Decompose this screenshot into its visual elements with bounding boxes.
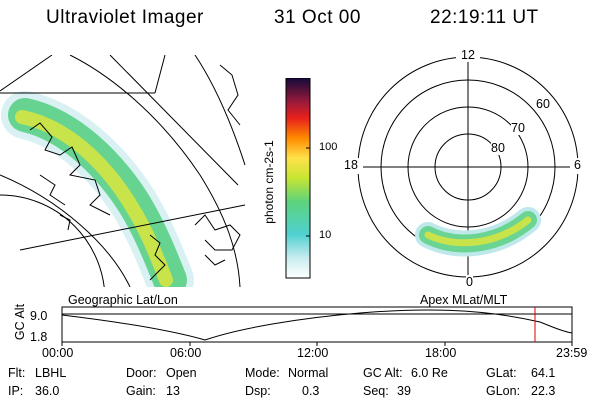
status-dsp-value: 0.3 bbox=[302, 384, 320, 398]
status-door-label: Door: bbox=[126, 366, 157, 380]
mlt-label-0: 0 bbox=[466, 275, 473, 289]
status-gain-label: Gain: bbox=[126, 384, 156, 398]
status-mode-label: Mode: bbox=[245, 366, 280, 380]
altitude-ymax: 9.0 bbox=[30, 309, 48, 323]
time-tick-2359: 23:59 bbox=[556, 346, 588, 360]
apex-panel-label: Apex MLat/MLT bbox=[420, 293, 508, 307]
status-ip-label: IP: bbox=[8, 384, 24, 398]
status-door-value: Open bbox=[166, 366, 197, 380]
altitude-axis-label: GC Alt bbox=[13, 303, 27, 341]
mlt-label-18: 18 bbox=[344, 158, 358, 172]
mlt-label-6: 6 bbox=[574, 158, 581, 172]
altitude-curve bbox=[61, 309, 573, 341]
time-label: 22:19:11 UT bbox=[430, 7, 539, 28]
time-tick-0000: 00:00 bbox=[42, 346, 74, 360]
status-gcalt-value: 6.0 Re bbox=[411, 366, 448, 380]
status-ip-value: 36.0 bbox=[35, 384, 60, 398]
status-seq-label: Seq: bbox=[363, 384, 389, 398]
colorbar-unit-label: photon cm-2s-1 bbox=[262, 140, 276, 224]
status-mode-value: Normal bbox=[288, 366, 329, 380]
polar-plot bbox=[341, 48, 584, 278]
status-dsp-label: Dsp: bbox=[245, 384, 271, 398]
colorbar bbox=[285, 78, 311, 279]
mlat-label-80: 80 bbox=[491, 141, 505, 155]
status-seq-value: 39 bbox=[397, 384, 411, 398]
status-gain-value: 13 bbox=[166, 384, 180, 398]
status-glon-label: GLon: bbox=[486, 384, 521, 398]
status-glon-value: 22.3 bbox=[531, 384, 556, 398]
coastlines bbox=[29, 64, 241, 281]
altitude-plot bbox=[61, 306, 573, 346]
colorbar-gradient bbox=[285, 78, 311, 279]
colorbar-tick-10: 10 bbox=[319, 229, 332, 241]
instrument-title: Ultraviolet Imager bbox=[46, 7, 204, 28]
status-gcalt-label: GC Alt: bbox=[363, 366, 403, 380]
time-tick-0600: 06:00 bbox=[170, 346, 202, 360]
time-tick-1200: 12:00 bbox=[297, 346, 329, 360]
colorbar-tick-100: 100 bbox=[319, 141, 338, 153]
status-filter-value: LBHL bbox=[35, 366, 67, 380]
mlat-label-70: 70 bbox=[511, 121, 525, 135]
altitude-ymin: 1.8 bbox=[30, 330, 48, 344]
status-filter-label: Flt: bbox=[8, 366, 26, 380]
geographic-panel-label: Geographic Lat/Lon bbox=[68, 293, 178, 307]
geographic-image-panel bbox=[0, 55, 246, 287]
time-tick-1800: 18:00 bbox=[425, 346, 457, 360]
date-label: 31 Oct 00 bbox=[274, 7, 361, 28]
status-glat-value: 64.1 bbox=[531, 366, 556, 380]
geographic-grid bbox=[0, 55, 246, 287]
mlat-label-60: 60 bbox=[536, 97, 550, 111]
mlt-label-12: 12 bbox=[461, 48, 475, 62]
status-glat-label: GLat: bbox=[486, 366, 517, 380]
